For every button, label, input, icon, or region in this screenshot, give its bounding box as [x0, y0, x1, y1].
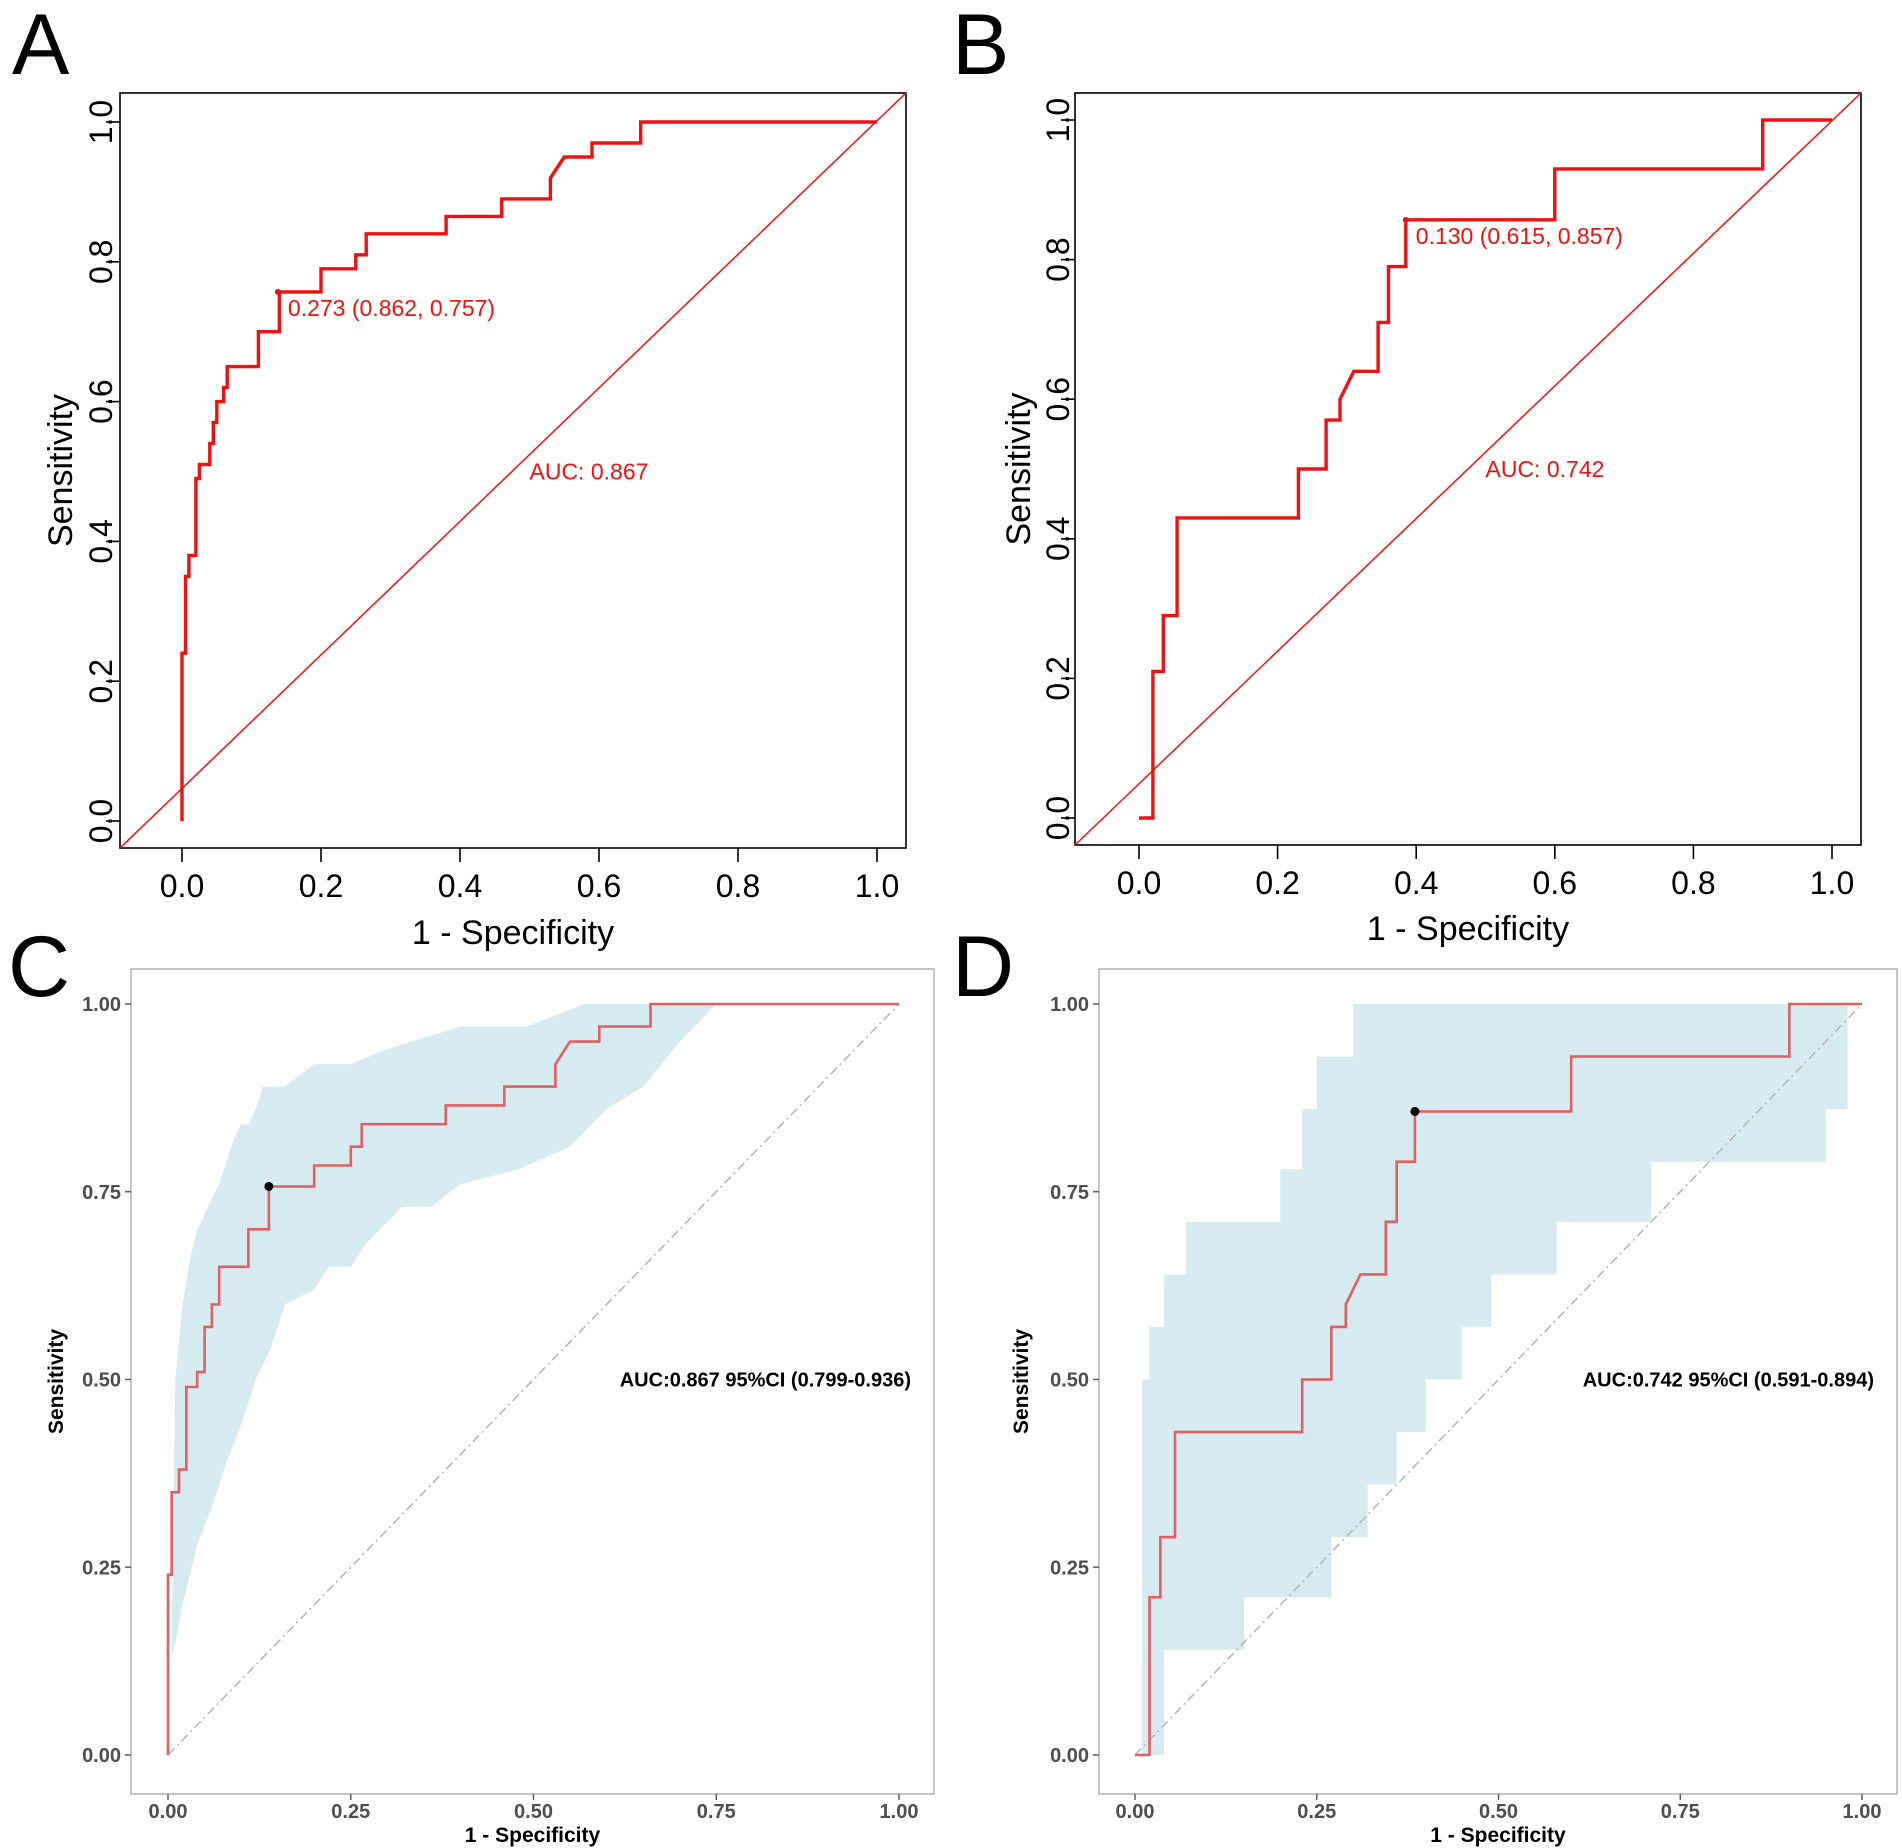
- panel-d-x-axis-label: 1 - Specificity: [1430, 1824, 1566, 1847]
- panel-c-x-tick-label: 0.25: [331, 1801, 370, 1823]
- panel-a-x-axis-label: 1 - Specificity: [412, 914, 614, 952]
- panel-b-x-tick-label: 0.8: [1671, 865, 1715, 901]
- panel-a-y-tick-label: 0.2: [83, 659, 119, 703]
- panel-c-auc-label: AUC:0.867 95%CI (0.799-0.936): [620, 1370, 911, 1392]
- panel-a-y-tick-label: 0.8: [83, 240, 119, 284]
- panel-c-y-tick-label: 0.50: [82, 1370, 121, 1392]
- panel-d: D AUC:0.742 95%CI (0.591-0.894) 0.00 0.25 0.…: [952, 919, 1898, 1847]
- panel-c-letter: C: [8, 919, 70, 1015]
- panel-c: C AUC:0.867 95%CI (0.799-0.936) 0.00 0.25 0.…: [8, 919, 935, 1847]
- panel-a-y-tick-label: 1.0: [83, 100, 119, 144]
- panel-a: A 0.273 (0.862, 0.757) AUC: 0.867 0.0 0.2 0.4…: [12, 0, 907, 952]
- panel-d-y-tick-label: 0.25: [1050, 1557, 1089, 1579]
- panel-c-y-tick-label: 0.25: [82, 1557, 121, 1579]
- panel-d-auc-label: AUC:0.742 95%CI (0.591-0.894): [1583, 1370, 1874, 1392]
- panel-a-x-tick-label: 1.0: [855, 868, 899, 904]
- panel-a-reference-diagonal: [119, 92, 907, 849]
- panel-d-y-axis-label: Sensitivity: [1010, 1329, 1033, 1434]
- panel-a-y-tick-label: 0.4: [83, 519, 119, 563]
- panel-a-x-tick-label: 0.2: [299, 868, 343, 904]
- panel-a-x-tick-label: 0.0: [160, 868, 204, 904]
- panel-c-y-axis-label: Sensitivity: [45, 1329, 68, 1434]
- panel-c-x-tick-label: 0.00: [149, 1801, 188, 1823]
- panel-a-y-tick-label: 0.6: [83, 379, 119, 423]
- panel-a-y-axis-label: Sensitivity: [42, 394, 80, 547]
- panel-b-y-tick-label: 0.0: [1040, 796, 1076, 840]
- panel-a-optimal-point: [274, 288, 281, 295]
- panel-d-x-tick-label: 1.00: [1843, 1801, 1882, 1823]
- panel-d-optimal-point: [1410, 1106, 1420, 1116]
- panel-b: B 0.130 (0.615, 0.857) AUC: 0.742 0.0 0.2 0.4…: [952, 0, 1862, 948]
- panel-d-x-tick-label: 0.75: [1661, 1801, 1700, 1823]
- panel-b-y-tick-label: 0.6: [1040, 377, 1076, 421]
- panel-c-x-tick-label: 0.50: [514, 1801, 553, 1823]
- panel-b-plot-frame: [1074, 92, 1862, 846]
- panel-c-x-tick-label: 1.00: [880, 1801, 919, 1823]
- panel-c-y-tick-label: 0.75: [82, 1182, 121, 1204]
- panel-b-reference-diagonal: [1074, 92, 1862, 846]
- panel-a-y-tick-label: 0.0: [83, 799, 119, 843]
- panel-b-x-tick-label: 0.6: [1533, 865, 1577, 901]
- panel-b-threshold-label: 0.130 (0.615, 0.857): [1416, 223, 1623, 249]
- panel-b-x-tick-label: 0.2: [1255, 865, 1299, 901]
- panel-a-roc-curve: [180, 120, 877, 821]
- panel-b-y-tick-label: 0.8: [1040, 237, 1076, 281]
- panel-c-x-axis-label: 1 - Specificity: [465, 1824, 601, 1847]
- panel-b-x-tick-label: 1.0: [1810, 865, 1854, 901]
- panel-b-optimal-point: [1402, 216, 1409, 223]
- panel-d-y-tick-label: 0.00: [1050, 1745, 1089, 1767]
- panel-a-letter: A: [12, 0, 70, 93]
- panel-b-roc-curve: [1139, 118, 1832, 820]
- panel-b-y-axis-label: Sensitivity: [1000, 392, 1038, 545]
- panel-c-roc-curve: [166, 1002, 899, 1755]
- panel-a-x-tick-label: 0.8: [716, 868, 760, 904]
- panel-c-y-tick-label: 0.00: [82, 1745, 121, 1767]
- panel-a-x-tick-label: 0.6: [577, 868, 621, 904]
- panel-d-y-tick-label: 0.50: [1050, 1370, 1089, 1392]
- panel-d-x-tick-label: 0.00: [1116, 1801, 1155, 1823]
- panel-c-y-tick-label: 1.00: [82, 994, 121, 1016]
- panel-d-x-tick-label: 0.25: [1297, 1801, 1336, 1823]
- panel-d-y-tick-label: 0.75: [1050, 1182, 1089, 1204]
- panel-b-y-tick-label: 0.2: [1040, 656, 1076, 700]
- panel-d-ci-band: [1142, 1004, 1848, 1755]
- panel-b-y-tick-label: 0.4: [1040, 517, 1076, 561]
- panel-d-y-tick-label: 1.00: [1050, 994, 1089, 1016]
- panel-d-roc-curve: [1135, 1002, 1862, 1757]
- panel-a-auc-label: AUC: 0.867: [530, 459, 649, 485]
- panel-c-optimal-point: [264, 1181, 274, 1191]
- panel-b-x-axis-label: 1 - Specificity: [1367, 910, 1569, 948]
- panel-a-threshold-label: 0.273 (0.862, 0.757): [288, 295, 495, 321]
- panel-c-reference-diagonal: [167, 1003, 900, 1756]
- panel-a-plot-frame: [119, 92, 907, 849]
- panel-b-letter: B: [952, 0, 1009, 93]
- panel-c-ci-band: [171, 1004, 717, 1658]
- panel-d-letter: D: [952, 919, 1014, 1015]
- panel-b-x-tick-label: 0.4: [1394, 865, 1438, 901]
- panels-layer: A 0.273 (0.862, 0.757) AUC: 0.867 0.0 0.2 0.4…: [8, 0, 1898, 1847]
- panel-d-reference-diagonal: [1134, 1003, 1863, 1756]
- panel-b-auc-label: AUC: 0.742: [1486, 456, 1605, 482]
- panel-c-x-tick-label: 0.75: [697, 1801, 736, 1823]
- panel-c-panel-border: [130, 968, 935, 1795]
- panel-b-y-tick-label: 1.0: [1040, 98, 1076, 142]
- panel-d-x-tick-label: 0.50: [1479, 1801, 1518, 1823]
- panel-b-x-tick-label: 0.0: [1117, 865, 1161, 901]
- panel-a-x-tick-label: 0.4: [438, 868, 482, 904]
